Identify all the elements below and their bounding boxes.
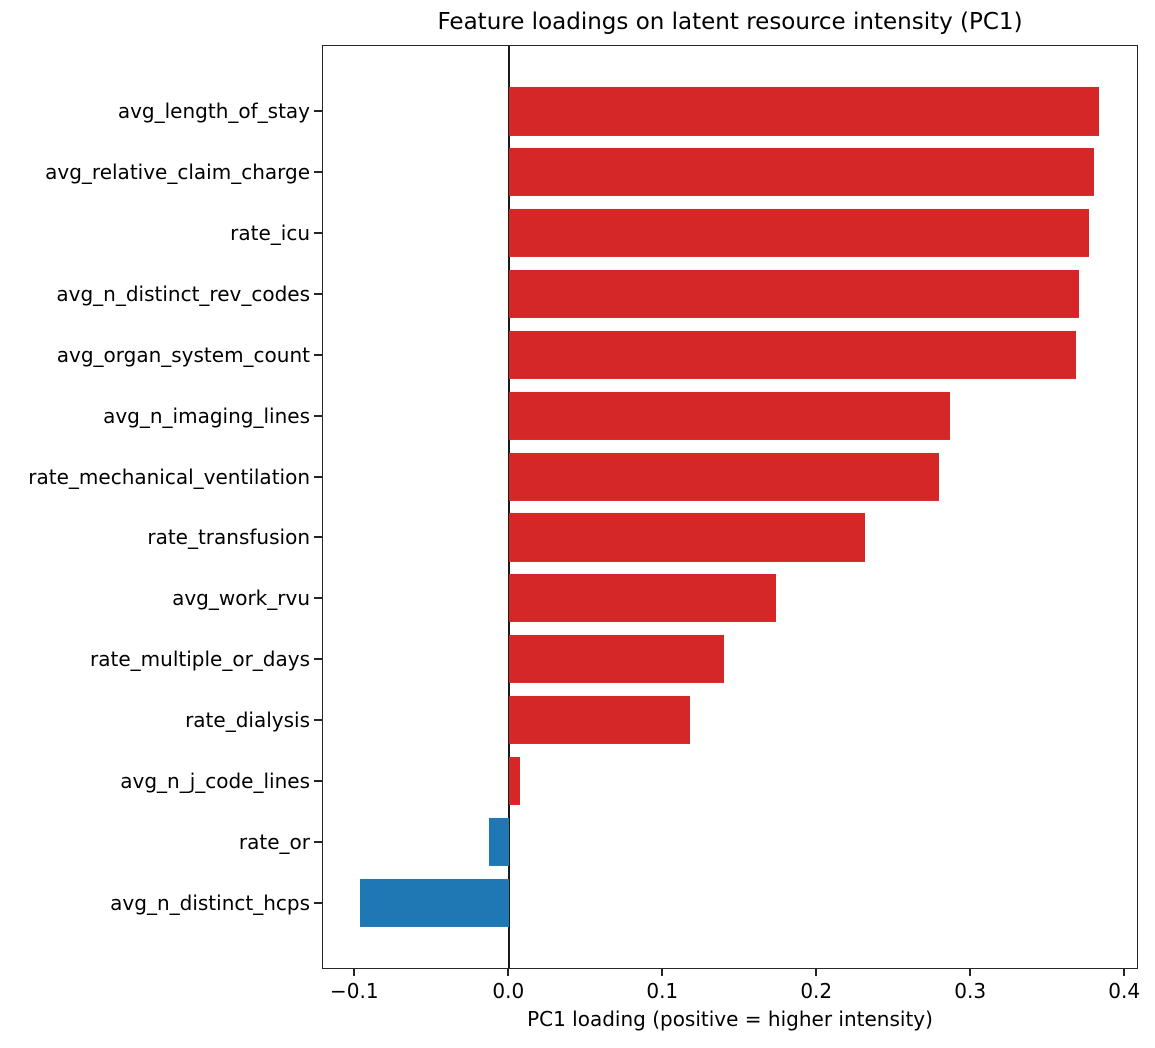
- bars-container: avg_length_of_stay avg_relative_claim_cha…: [28, 46, 1137, 968]
- x-tick-label: −0.1: [330, 979, 379, 1003]
- bar-row: rate_transfusion: [147, 507, 1137, 568]
- category-label: avg_n_imaging_lines: [103, 403, 310, 428]
- category-label: rate_multiple_or_days: [90, 647, 310, 672]
- x-tick-label: 0.1: [646, 979, 679, 1003]
- y-tick-mark: [314, 414, 322, 417]
- bar-row: avg_organ_system_count: [57, 324, 1137, 385]
- x-axis-label: PC1 loading (positive = higher intensity…: [527, 1007, 933, 1031]
- y-tick-mark: [314, 232, 322, 235]
- bar-row: avg_n_imaging_lines: [103, 385, 1137, 446]
- y-tick-mark: [314, 171, 322, 174]
- category-label: rate_or: [238, 829, 310, 854]
- category-label: rate_transfusion: [147, 525, 310, 550]
- bar: [508, 391, 950, 440]
- x-tick-mark: [1123, 969, 1126, 976]
- zero-axis-line: [507, 46, 510, 968]
- bar-row: avg_n_j_code_lines: [120, 750, 1137, 811]
- category-label: avg_n_j_code_lines: [120, 768, 310, 793]
- bar-row: rate_icu: [230, 203, 1137, 264]
- category-label: rate_icu: [230, 221, 310, 246]
- bar-row: rate_dialysis: [185, 690, 1137, 751]
- bar: [508, 209, 1090, 258]
- category-label: avg_relative_claim_charge: [45, 160, 310, 185]
- y-tick-mark: [314, 293, 322, 295]
- category-label: avg_work_rvu: [172, 586, 310, 611]
- y-tick-mark: [314, 779, 322, 782]
- x-tick-mark: [815, 969, 818, 976]
- bar-row: avg_n_distinct_hcps: [110, 872, 1137, 933]
- category-label: rate_mechanical_ventilation: [28, 464, 310, 489]
- bar-row: avg_relative_claim_charge: [45, 142, 1137, 203]
- x-tick-mark: [353, 969, 356, 976]
- y-tick-mark: [314, 597, 322, 600]
- x-tick-label: 0.3: [954, 979, 987, 1003]
- category-label: avg_n_distinct_hcps: [110, 890, 310, 915]
- category-label: avg_length_of_stay: [117, 99, 310, 124]
- bar: [508, 695, 691, 745]
- y-tick-mark: [314, 536, 322, 539]
- y-tick-mark: [314, 658, 322, 661]
- bar-row: rate_mechanical_ventilation: [28, 446, 1137, 507]
- x-tick-mark: [969, 969, 972, 976]
- x-tick-mark: [661, 969, 664, 976]
- bar: [508, 756, 520, 805]
- bar: [508, 148, 1094, 197]
- bar: [508, 635, 724, 684]
- x-tick-mark: [507, 969, 510, 976]
- bar: [508, 87, 1099, 136]
- y-tick-mark: [314, 901, 322, 904]
- bar: [508, 330, 1076, 379]
- bar: [508, 452, 939, 501]
- chart-title: Feature loadings on latent resource inte…: [437, 9, 1023, 35]
- y-tick-mark: [314, 353, 322, 356]
- bar-row: avg_work_rvu: [172, 568, 1137, 629]
- bar: [508, 513, 866, 562]
- bar-row: rate_or: [239, 811, 1137, 872]
- bar: [508, 574, 777, 623]
- bar: [508, 269, 1079, 319]
- plot-area: avg_length_of_stay avg_relative_claim_cha…: [28, 45, 1138, 969]
- y-tick-mark: [314, 475, 322, 478]
- category-label: avg_n_distinct_rev_codes: [56, 282, 310, 306]
- x-tick-label: 0.0: [492, 979, 525, 1003]
- bar-row: avg_n_distinct_rev_codes: [56, 264, 1137, 325]
- category-label: avg_organ_system_count: [56, 342, 310, 367]
- y-tick-mark: [314, 110, 322, 113]
- bar: [488, 817, 509, 866]
- x-tick-label: 0.4: [1108, 979, 1141, 1003]
- y-tick-mark: [314, 719, 322, 722]
- x-axis: −0.1 0.0 0.1 0.2 0.3 0.4: [322, 969, 1141, 1011]
- bar-row: avg_length_of_stay: [118, 81, 1137, 142]
- bar: [359, 878, 509, 927]
- y-tick-mark: [314, 840, 322, 843]
- bar-row: rate_multiple_or_days: [90, 629, 1137, 690]
- category-label: rate_dialysis: [185, 708, 310, 733]
- x-tick-label: 0.2: [800, 979, 833, 1003]
